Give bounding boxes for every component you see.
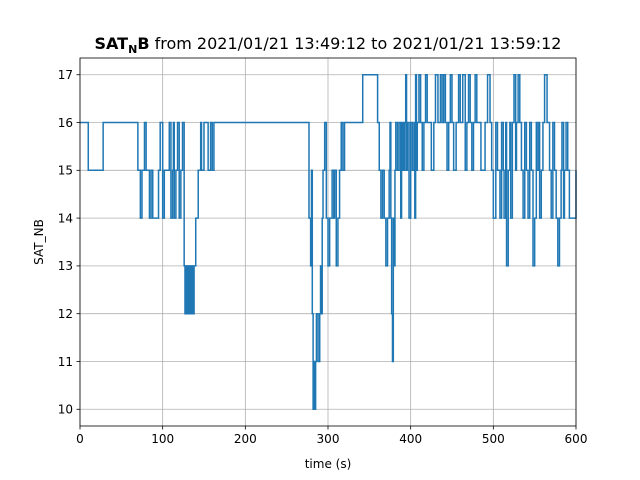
x-tick-label: 100 <box>151 432 174 446</box>
y-tick-label: 15 <box>58 164 73 178</box>
chart-title-main-2: B <box>137 34 149 53</box>
y-tick-label: 17 <box>58 68 73 82</box>
x-tick-label: 300 <box>317 432 340 446</box>
series-line <box>80 73 577 411</box>
y-tick-label: 10 <box>58 403 73 417</box>
x-tick-label: 400 <box>399 432 422 446</box>
tick-layer: 0 100 200 300 400 500 600 10 11 12 13 14 15 16 17 <box>58 68 588 446</box>
y-tick-label: 16 <box>58 116 73 130</box>
x-axis-label: time (s) <box>305 457 352 471</box>
y-axis-label: SAT_NB <box>32 219 46 265</box>
y-tick-label: 13 <box>58 259 73 273</box>
x-tick-label: 200 <box>234 432 257 446</box>
x-tick-label: 600 <box>565 432 588 446</box>
chart-title: SATNB from 2021/01/21 13:49:12 to 2021/0… <box>95 34 562 56</box>
y-tick-label: 12 <box>58 307 73 321</box>
chart-title-main: SAT <box>95 34 129 53</box>
y-tick-label: 14 <box>58 211 73 225</box>
chart-title-rest: from 2021/01/21 13:49:12 to 2021/01/21 1… <box>150 34 562 53</box>
x-tick-label: 500 <box>482 432 505 446</box>
x-tick-label: 0 <box>76 432 84 446</box>
series-layer <box>80 73 577 411</box>
chart-title-subscript: N <box>128 43 137 56</box>
y-tick-label: 11 <box>58 355 73 369</box>
